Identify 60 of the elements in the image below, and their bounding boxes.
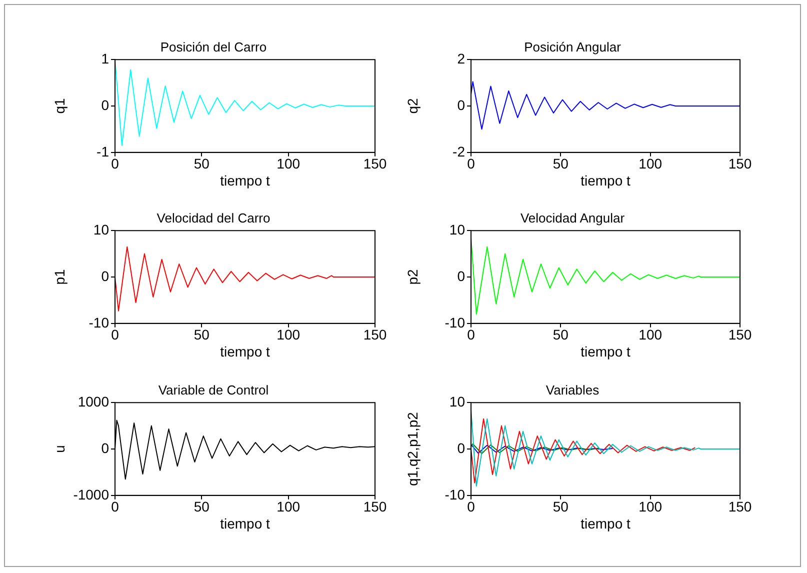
- y-tick-label: 0: [457, 96, 466, 113]
- y-tick-label: 0: [101, 96, 110, 113]
- y-axis-title: p1: [51, 269, 68, 285]
- x-tick-label: 50: [194, 326, 210, 343]
- x-tick-label: 0: [111, 156, 120, 172]
- y-tick-label: -2: [452, 143, 466, 160]
- y-tick-label: -10: [444, 314, 466, 330]
- x-tick-label: 0: [111, 326, 120, 343]
- x-tick-label: 0: [467, 498, 476, 515]
- x-tick-label: 50: [194, 498, 210, 515]
- chart-title: Variable de Control: [158, 382, 269, 398]
- y-tick-label: -1: [96, 143, 110, 160]
- x-axis-title: tiempo t: [220, 515, 270, 532]
- x-axis-title: tiempo t: [220, 343, 270, 360]
- y-tick-label: 1000: [78, 393, 110, 410]
- x-tick-label: 100: [276, 156, 300, 172]
- x-tick-label: 150: [728, 498, 752, 515]
- y-axis-title: u: [51, 445, 68, 453]
- x-tick-label: 0: [467, 156, 476, 172]
- x-tick-label: 150: [363, 156, 387, 172]
- chart-title: Velocidad del Carro: [156, 210, 270, 226]
- x-tick-label: 50: [194, 156, 210, 172]
- x-tick-label: 100: [638, 156, 662, 172]
- y-tick-label: 0: [457, 440, 466, 456]
- x-tick-label: 150: [728, 156, 752, 172]
- x-tick-label: 100: [276, 498, 300, 515]
- x-tick-label: 100: [638, 498, 662, 515]
- y-tick-label: 0: [101, 440, 110, 456]
- x-tick-label: 50: [552, 326, 569, 343]
- y-tick-label: 0: [101, 268, 110, 284]
- x-tick-label: 150: [363, 326, 387, 343]
- x-axis-title: tiempo t: [580, 515, 631, 532]
- y-tick-label: 10: [449, 221, 466, 238]
- x-tick-label: 50: [552, 156, 569, 172]
- y-tick-label: -10: [88, 314, 110, 330]
- y-tick-label: 2: [457, 50, 466, 66]
- y-tick-label: 1: [101, 50, 110, 66]
- x-tick-label: 0: [467, 326, 476, 343]
- x-tick-label: 50: [552, 498, 569, 515]
- y-tick-label: 10: [93, 221, 110, 238]
- y-tick-label: -10: [444, 486, 466, 502]
- y-axis-title: q1: [51, 98, 68, 114]
- chart-title: Velocidad Angular: [520, 210, 626, 226]
- chart-title: Posición del Carro: [160, 39, 267, 54]
- x-tick-label: 100: [276, 326, 300, 343]
- x-axis-title: tiempo t: [220, 172, 270, 188]
- y-tick-label: 10: [449, 393, 466, 410]
- x-tick-label: 150: [728, 326, 752, 343]
- x-tick-label: 100: [638, 326, 662, 343]
- y-axis-title: p2: [404, 269, 420, 285]
- x-tick-label: 150: [363, 498, 387, 515]
- x-axis-title: tiempo t: [580, 343, 631, 360]
- x-tick-label: 0: [111, 498, 120, 515]
- y-tick-label: -1000: [73, 486, 110, 502]
- chart-title: Variables: [546, 382, 600, 398]
- y-tick-label: 0: [457, 268, 466, 284]
- y-axis-title: q1,q2,p1,p2: [404, 412, 420, 486]
- chart-title: Posición Angular: [524, 39, 622, 54]
- x-axis-title: tiempo t: [580, 172, 631, 188]
- y-axis-title: q2: [404, 98, 420, 114]
